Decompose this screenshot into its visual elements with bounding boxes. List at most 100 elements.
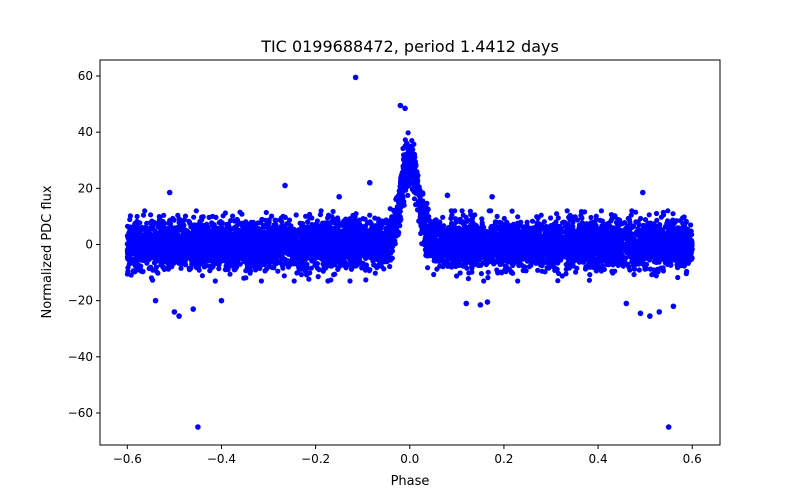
data-point [153, 264, 159, 270]
data-point [572, 214, 578, 220]
data-point [212, 278, 218, 284]
data-point [331, 272, 337, 278]
data-point [464, 218, 470, 224]
data-point [565, 221, 571, 227]
data-point [553, 219, 559, 225]
data-point [381, 266, 387, 272]
data-point [449, 212, 455, 218]
data-point [528, 262, 534, 268]
data-point [481, 278, 487, 284]
data-point [144, 220, 150, 226]
data-point [127, 213, 133, 219]
data-point [563, 271, 569, 277]
data-point [425, 265, 431, 271]
data-point [400, 145, 406, 152]
data-point [258, 278, 264, 284]
data-point [220, 213, 226, 219]
data-point [570, 223, 576, 230]
data-point [269, 213, 275, 219]
data-point [150, 277, 156, 283]
data-point [628, 223, 634, 229]
data-point [665, 208, 671, 214]
data-point [191, 214, 197, 220]
data-point [291, 278, 297, 284]
data-point [411, 151, 418, 157]
data-point [610, 270, 616, 276]
data-point [655, 269, 661, 275]
data-point [548, 215, 554, 221]
data-point [598, 208, 605, 214]
data-point [341, 262, 347, 268]
data-point [535, 267, 541, 273]
data-point [230, 213, 236, 219]
data-point [431, 271, 437, 278]
data-point [279, 219, 285, 225]
data-point [452, 208, 458, 214]
data-point [177, 226, 183, 232]
data-point [631, 266, 637, 272]
data-point [508, 269, 514, 276]
chart-title: TIC 0199688472, period 1.4412 days [260, 37, 559, 56]
data-point [653, 273, 659, 279]
data-point [459, 208, 465, 214]
data-point [273, 217, 279, 223]
data-point [265, 219, 271, 225]
data-point [501, 215, 507, 222]
data-point [588, 214, 594, 221]
data-point [251, 264, 257, 270]
data-point [325, 278, 331, 284]
data-point [586, 277, 593, 283]
data-point [646, 212, 652, 218]
data-point [587, 272, 593, 278]
data-point [227, 271, 233, 277]
data-point [304, 272, 310, 278]
data-point [555, 278, 561, 284]
data-point [544, 265, 550, 271]
data-point [503, 269, 509, 275]
data-point [362, 216, 368, 222]
data-point [599, 223, 605, 229]
data-point [592, 265, 598, 272]
data-point [372, 270, 378, 276]
data-point [625, 215, 631, 222]
data-point [330, 208, 336, 215]
data-point [263, 209, 269, 216]
data-point [209, 265, 215, 271]
data-point [187, 219, 193, 225]
data-point [353, 218, 359, 224]
data-point [317, 212, 323, 218]
points-layer [124, 74, 695, 430]
data-point [675, 274, 681, 281]
data-point [631, 271, 637, 278]
data-point [129, 258, 135, 265]
data-point [148, 212, 154, 218]
data-point [409, 186, 415, 192]
data-point [472, 212, 478, 218]
data-point [199, 273, 205, 279]
data-point [599, 218, 606, 224]
data-point [556, 270, 562, 277]
data-point [178, 265, 184, 271]
data-point [225, 266, 231, 272]
data-point [574, 265, 580, 271]
data-point [140, 212, 147, 218]
data-point [347, 278, 353, 284]
data-point [479, 216, 485, 222]
data-point [367, 212, 373, 218]
data-point [478, 271, 484, 277]
data-point [243, 268, 249, 274]
data-point [670, 211, 676, 217]
data-point [303, 213, 309, 219]
data-point [529, 218, 536, 224]
data-point [619, 221, 625, 227]
data-point [281, 273, 287, 279]
data-point [688, 222, 694, 228]
data-point [465, 276, 471, 282]
data-point [293, 212, 299, 218]
data-point [555, 231, 561, 237]
data-point [210, 213, 216, 219]
data-point [275, 268, 281, 274]
data-point [582, 209, 588, 215]
